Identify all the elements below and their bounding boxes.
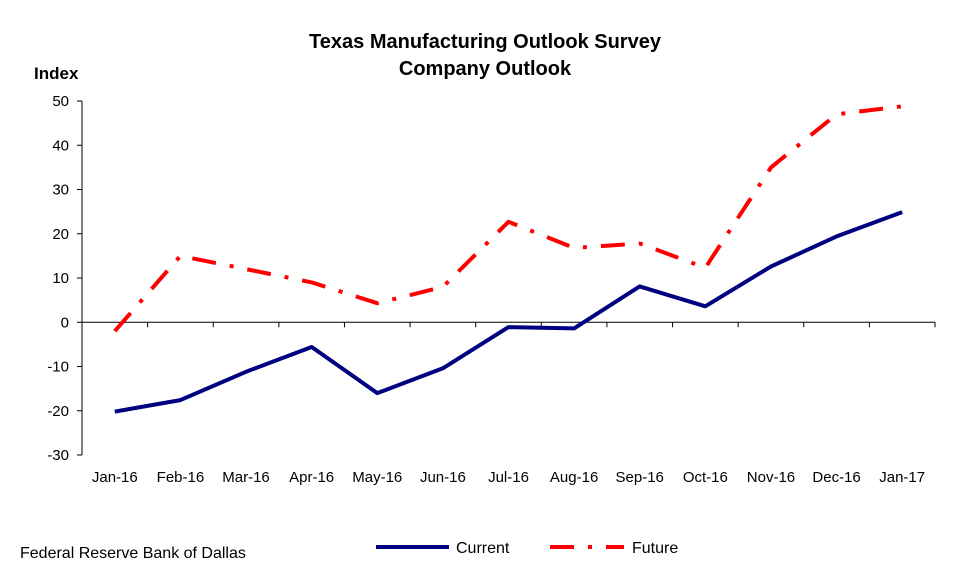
- chart-title: Texas Manufacturing Outlook Survey: [309, 31, 662, 53]
- y-tick-label: -10: [47, 359, 69, 376]
- x-tick-label: Jul-16: [488, 469, 529, 486]
- x-tick-label: Aug-16: [550, 469, 598, 486]
- x-tick-label: Dec-16: [812, 469, 860, 486]
- x-tick-label: Nov-16: [747, 469, 795, 486]
- x-axis: Jan-16 Feb-16 Mar-16 Apr-16 May-16 Jun-16 Jul-…: [81, 321, 936, 486]
- x-tick-label: Oct-16: [683, 469, 728, 486]
- x-tick-label: May-16: [352, 469, 402, 486]
- y-tick-label: -30: [47, 447, 69, 464]
- x-tick-label: Apr-16: [289, 469, 334, 486]
- y-tick-label: 20: [52, 226, 69, 243]
- y-tick-label: 0: [61, 314, 69, 331]
- y-tick-label: 50: [52, 93, 69, 110]
- series-line-current: [114, 210, 903, 414]
- y-tick-label: 30: [52, 182, 69, 199]
- legend: Current Future: [376, 540, 678, 557]
- legend-future-label: Future: [632, 540, 678, 557]
- y-axis-label: Index: [34, 64, 79, 83]
- y-axis: 50 40 30 20 10 0 -10 -20 -30: [47, 93, 83, 464]
- source-note: Federal Reserve Bank of Dallas: [20, 545, 246, 562]
- chart-subtitle: Company Outlook: [399, 58, 572, 80]
- series-line-future: [113, 104, 903, 333]
- y-tick-label: -20: [47, 403, 69, 420]
- x-tick-label: Sep-16: [616, 469, 664, 486]
- y-tick-label: 40: [52, 137, 69, 154]
- y-tick-label: 10: [52, 270, 69, 287]
- x-tick-label: Jun-16: [420, 469, 466, 486]
- series-layer: [113, 104, 903, 414]
- x-tick-label: Feb-16: [157, 469, 205, 486]
- x-tick-label: Mar-16: [222, 469, 270, 486]
- x-tick-label: Jan-16: [92, 469, 138, 486]
- x-tick-label: Jan-17: [879, 469, 925, 486]
- legend-current-label: Current: [456, 540, 510, 557]
